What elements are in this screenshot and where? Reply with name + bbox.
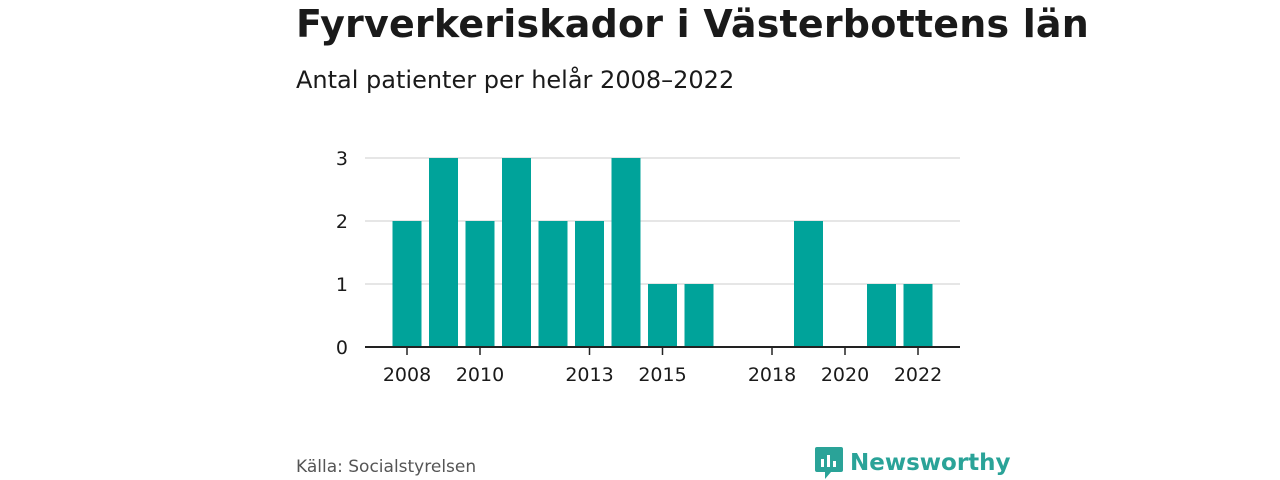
brand-logo[interactable]: Newsworthy: [814, 446, 1011, 480]
bar: [502, 158, 531, 347]
bar: [575, 221, 604, 347]
bar: [867, 284, 896, 347]
bar: [648, 284, 677, 347]
bar: [538, 221, 568, 347]
x-tick-label: 2015: [638, 364, 686, 386]
x-tick-label: 2013: [565, 364, 613, 386]
newsworthy-logo-icon: [815, 447, 843, 479]
bar: [794, 221, 823, 347]
chart-subtitle: Antal patienter per helår 2008–2022: [296, 66, 735, 94]
x-tick-label: 2020: [821, 364, 869, 386]
source-note: Källa: Socialstyrelsen: [296, 457, 477, 477]
bar: [684, 284, 714, 347]
x-tick-label: 2010: [456, 364, 504, 386]
x-tick-label: 2022: [894, 364, 942, 386]
y-tick-label: 2: [336, 211, 348, 233]
y-tick-label: 1: [336, 274, 348, 296]
chart-title: Fyrverkeriskador i Västerbottens län: [296, 2, 1090, 46]
brand-name: Newsworthy: [850, 450, 1011, 476]
bar: [465, 221, 495, 347]
y-tick-label: 3: [336, 148, 348, 170]
bar: [429, 158, 458, 347]
bar: [611, 158, 641, 347]
x-tick-label: 2018: [748, 364, 796, 386]
y-tick-label: 0: [336, 337, 348, 359]
x-tick-label: 2008: [383, 364, 431, 386]
bar: [903, 284, 933, 347]
bar: [392, 221, 422, 347]
